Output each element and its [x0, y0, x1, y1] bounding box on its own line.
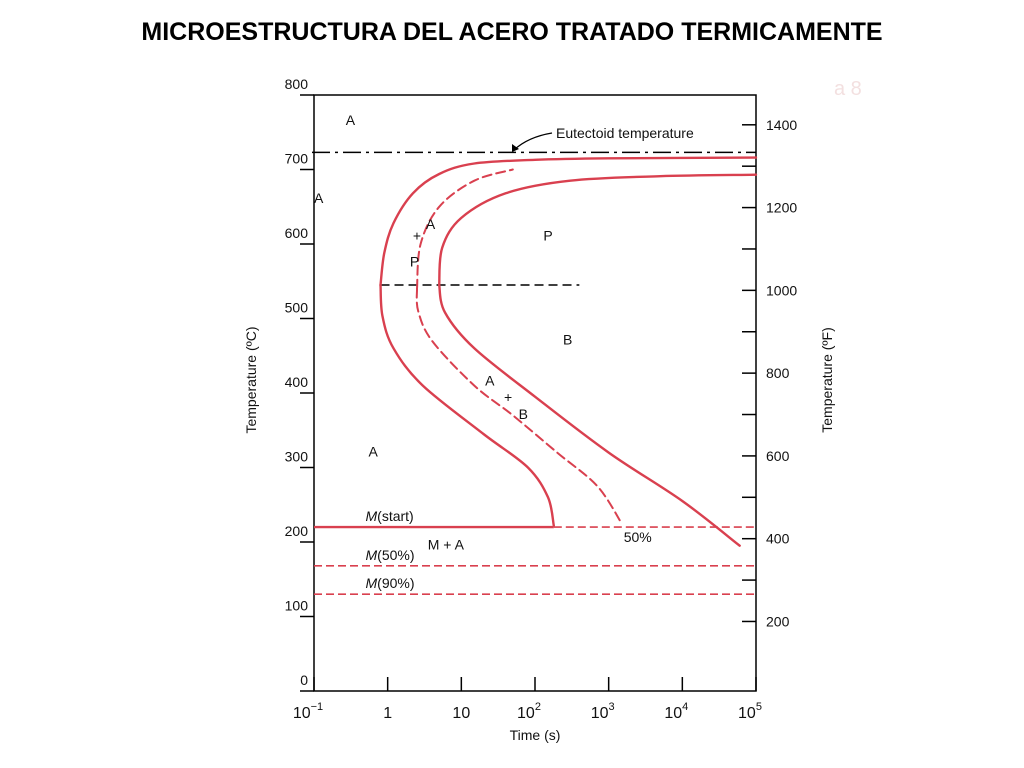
plot-frame [313, 94, 757, 692]
y2-tick-label: 1000 [766, 282, 797, 298]
phase-label: A [346, 112, 356, 128]
y-tick-label: 300 [285, 449, 309, 465]
x-axis-label: Time (s) [510, 727, 561, 743]
x-tick-exponent: 3 [609, 701, 615, 713]
transformation-curve-5 [438, 283, 741, 547]
phase-label: A [485, 373, 495, 389]
reference-lines: M(start)M(50%)M(90%) [312, 151, 756, 595]
y2-tick-label: 200 [766, 613, 790, 629]
x-tick-base: 10 [738, 705, 756, 722]
y-axis-right: 200 400 600 800 1000 1200 1400 [742, 117, 797, 629]
ref-label-ms-solid: M(start) [365, 508, 413, 524]
ref-label-m50: M(50%) [365, 547, 414, 563]
y2-tick-label: 400 [766, 531, 790, 547]
ref-label-text: (start) [377, 508, 414, 524]
x-tick-label: 1 [383, 705, 392, 722]
x-tick-label: 102 [517, 701, 541, 722]
x-tick-label: 10−1 [293, 701, 323, 722]
phase-label: M + A [428, 536, 465, 552]
ref-label-symbol: M [365, 547, 377, 563]
ref-label-symbol: M [365, 575, 377, 591]
ref-label-text: (90%) [377, 575, 414, 591]
y-tick-label: 500 [285, 300, 309, 316]
x-tick-label: 104 [664, 701, 688, 722]
y2-tick-label: 800 [766, 365, 790, 381]
x-tick-base: 10 [664, 705, 682, 722]
y-tick-label: 100 [285, 598, 309, 614]
transformation-curve-3 [415, 287, 623, 525]
y2-tick-label: 1400 [766, 117, 797, 133]
x-tick-label: 10 [452, 705, 470, 722]
x-axis: 10−1 1 10 102 103 104 105 [293, 677, 762, 722]
x-tick-base: 10 [591, 705, 609, 722]
eutectoid-leader-arrow [513, 132, 553, 151]
x-tick-base: 1 [383, 705, 392, 722]
transformation-curve-4 [438, 173, 758, 287]
ref-label-m90: M(90%) [365, 575, 414, 591]
eutectoid-label: Eutectoid temperature [556, 125, 694, 141]
annotations: A A A + P P B A + B A M + A 50% [314, 112, 652, 553]
ref-label-text: (50%) [377, 547, 414, 563]
phase-label: + [413, 227, 421, 243]
y-tick-label: 200 [285, 523, 309, 539]
x-tick-exponent: 4 [682, 701, 688, 713]
y-tick-label: 0 [300, 672, 308, 688]
phase-label: A [369, 443, 379, 459]
transformation-curve-2 [416, 168, 514, 290]
y-tick-label: 700 [285, 151, 309, 167]
x-tick-base: 10 [517, 705, 535, 722]
slide-number: a 8 [834, 78, 862, 100]
y-tick-label: 600 [285, 225, 309, 241]
y-axis-label: Temperature (ºC) [243, 326, 259, 433]
ref-label-symbol: M [365, 508, 377, 524]
y2-tick-label: 1200 [766, 200, 797, 216]
x-tick-base: 10 [293, 705, 311, 722]
phase-label: B [563, 332, 572, 348]
transformation-curve-0 [379, 156, 758, 287]
y-tick-label: 400 [285, 374, 309, 390]
y2-tick-label: 600 [766, 448, 790, 464]
series-group [379, 156, 758, 547]
transformation-curve-1 [379, 283, 555, 527]
y-axis-left: 0 100 200 300 400 500 600 700 800 [285, 76, 314, 692]
slide-title: MICROESTRUCTURA DEL ACERO TRATADO TERMIC… [141, 18, 883, 46]
x-tick-exponent: −1 [311, 701, 324, 713]
eutectoid-label-group: Eutectoid temperature [512, 125, 694, 152]
phase-label: A [426, 216, 436, 232]
phase-label: P [543, 227, 552, 243]
eutectoid-arrowhead [512, 144, 519, 152]
phase-label: + [504, 389, 512, 405]
x-tick-exponent: 2 [535, 701, 541, 713]
x-tick-exponent: 5 [756, 701, 762, 713]
x-tick-base: 10 [452, 705, 470, 722]
phase-label: 50% [624, 529, 652, 545]
x-tick-label: 105 [738, 701, 762, 722]
x-tick-label: 103 [591, 701, 615, 722]
phase-label: A [314, 190, 324, 206]
phase-label: B [519, 406, 528, 422]
phase-label: P [410, 253, 419, 269]
y-tick-label: 800 [285, 76, 309, 92]
y2-axis-label: Temperature (ºF) [819, 327, 835, 432]
